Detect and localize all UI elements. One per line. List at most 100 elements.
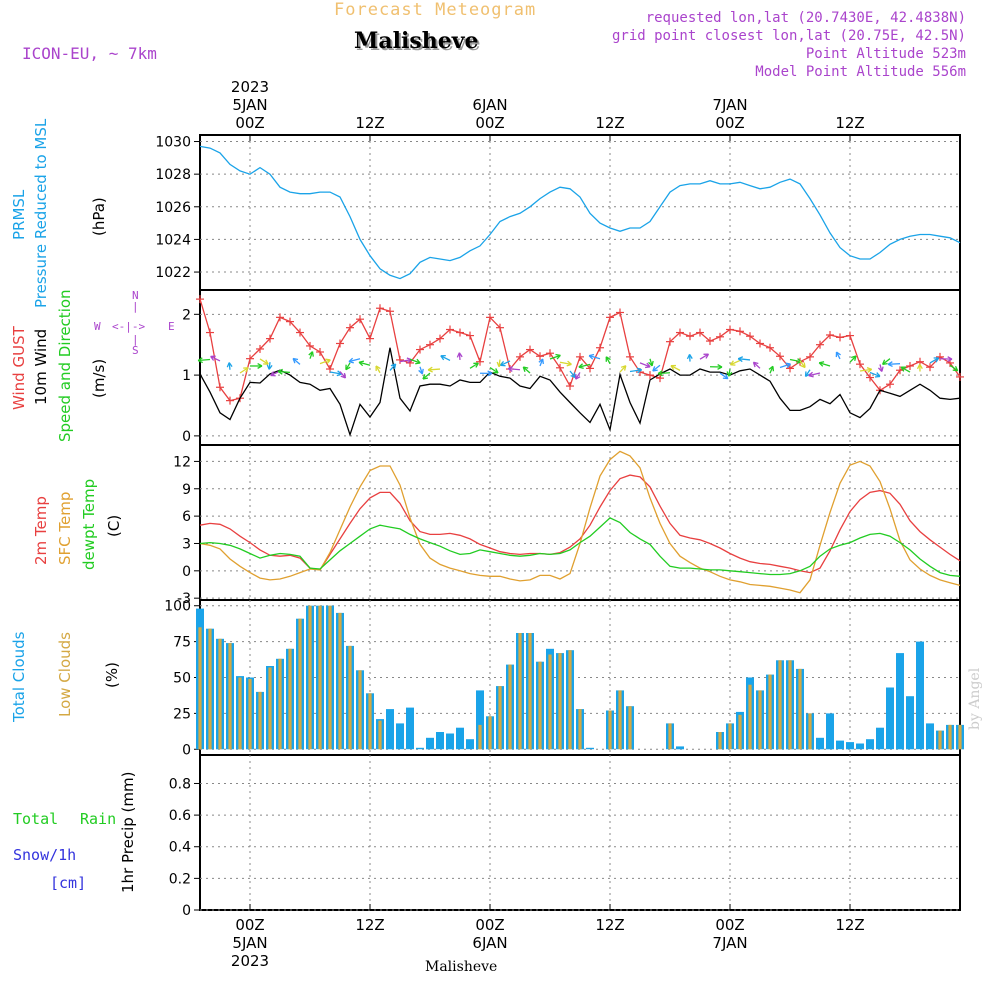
wind-direction-arrow	[772, 366, 775, 372]
wind-direction-arrow	[935, 357, 940, 363]
wind-direction-arrow	[730, 359, 741, 366]
wind-direction-arrow	[487, 370, 493, 374]
temperature-ytick-label: -3	[177, 591, 191, 607]
low-cloud-bar	[558, 653, 562, 750]
wind-direction-arrow	[737, 358, 743, 363]
wind-direction-arrow	[947, 356, 953, 360]
pressure-ytick-label: 1024	[155, 232, 191, 248]
low-cloud-bar	[788, 660, 792, 750]
bottom-time-label: 00Z	[475, 916, 504, 934]
wind-direction-arrow	[818, 362, 824, 367]
low-cloud-bar	[548, 654, 552, 750]
total-cloud-bar	[436, 732, 444, 750]
wind-direction-arrow	[803, 362, 806, 368]
wind-direction-arrow	[657, 370, 663, 375]
wind-direction-arrow	[390, 363, 396, 367]
wind-direction-arrow	[578, 363, 591, 368]
wind-direction-arrow	[575, 376, 581, 380]
total-cloud-bar	[446, 733, 454, 750]
wind-direction-arrow	[495, 368, 499, 374]
wind-direction-arrow	[949, 364, 959, 372]
low-cloud-bar	[938, 730, 942, 750]
precip-ytick-label: 0	[182, 903, 191, 919]
wind-ytick-label: 0	[182, 429, 191, 445]
wind-direction-arrow	[567, 360, 572, 365]
top-time-label: 00Z	[475, 114, 504, 132]
low-cloud-bar	[618, 690, 622, 750]
wind-direction-arrow	[292, 358, 301, 365]
rain-label: Rain	[80, 810, 117, 828]
wind-series-1	[199, 347, 961, 437]
bottom-time-label: 2023	[231, 952, 269, 970]
wind-direction-arrow	[578, 363, 584, 368]
low-cloud-bar	[538, 661, 542, 750]
wind-direction-arrow	[859, 368, 872, 372]
wind-direction-arrow	[522, 366, 531, 374]
wind-direction-arrow	[726, 371, 730, 377]
temperature-series-1	[199, 450, 961, 594]
wind-direction-arrow	[475, 362, 479, 368]
wind-direction-arrow	[422, 377, 428, 380]
wind-direction-arrow	[197, 357, 203, 362]
low-cloud-bar	[258, 691, 262, 750]
wind-direction-arrow	[257, 363, 263, 367]
low-cloud-bar	[318, 605, 322, 750]
wind-direction-arrow	[427, 366, 433, 371]
wind-direction-arrow	[689, 354, 693, 359]
wind-direction-arrow	[456, 352, 460, 358]
wind-direction-arrow	[458, 352, 463, 358]
low-cloud-bar	[198, 627, 202, 750]
low-cloud-bar	[668, 723, 672, 750]
wind-direction-arrow	[329, 371, 342, 375]
wind-direction-arrow	[916, 364, 921, 370]
compass-north-arm: |	[132, 300, 139, 313]
wind-direction-arrow	[722, 377, 728, 380]
wind-direction-arrow	[646, 362, 651, 368]
temperature-ytick-label: 12	[173, 454, 191, 470]
wind-direction-arrow	[729, 360, 734, 366]
low-cloud-bar	[488, 716, 492, 750]
wind-direction-arrow	[508, 367, 521, 371]
total-cloud-bar	[886, 687, 894, 750]
bottom-time-label: 00Z	[715, 916, 744, 934]
wind-direction-arrow	[888, 363, 901, 365]
low-cloud-bar	[728, 723, 732, 750]
low-cloud-bar	[218, 638, 222, 750]
requested-coords: requested lon,lat (20.7430E, 42.4838N)	[645, 10, 966, 26]
wind-direction-arrow	[422, 374, 426, 380]
wind-direction-arrow	[686, 354, 691, 360]
wind-ytick-label: 1	[182, 368, 191, 384]
low-cloud-bar	[518, 633, 522, 750]
wind-direction-arrow	[210, 355, 221, 362]
compass-center: <-|->	[112, 320, 146, 333]
pressure-frame	[199, 134, 961, 291]
wind-direction-arrow	[210, 356, 215, 361]
clouds-ytick-label: 50	[173, 671, 191, 687]
wind-direction-arrow	[556, 354, 561, 360]
wind-direction-arrow	[500, 360, 511, 366]
product-title: Forecast Meteogram	[334, 0, 537, 20]
wind-direction-arrow	[725, 373, 729, 379]
pressure-series-0	[199, 145, 961, 280]
wind-direction-arrow	[197, 359, 203, 364]
wind-direction-arrow	[658, 372, 671, 375]
low-cloud-bar	[758, 690, 762, 750]
total-cloud-bar	[396, 723, 404, 750]
clouds-ytick-label: 25	[173, 706, 191, 722]
low-cloud-bar	[358, 670, 362, 750]
top-time-label: 12Z	[355, 114, 384, 132]
wind-direction-arrow	[228, 362, 233, 368]
wind-direction-arrow	[421, 368, 424, 374]
location-title: Malisheve	[354, 28, 479, 54]
bottom-time-label: 00Z	[235, 916, 264, 934]
wind-direction-arrow	[786, 363, 791, 369]
wind-direction-arrow	[469, 362, 479, 369]
wind-direction-arrow	[573, 372, 576, 378]
footer-location: Malisheve	[425, 959, 498, 975]
total-cloud-bar	[866, 739, 874, 750]
total-cloud-bar	[466, 739, 474, 750]
wind-direction-arrow	[489, 367, 499, 374]
wind-direction-arrow	[399, 359, 412, 363]
wind-direction-arrow	[882, 362, 888, 366]
pressure-ytick-label: 1022	[155, 265, 191, 281]
